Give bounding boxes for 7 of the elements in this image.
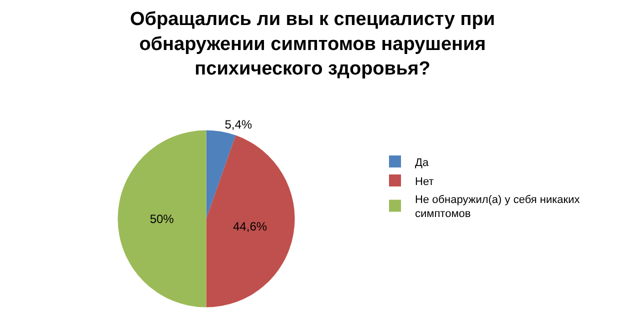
legend-label: Да — [415, 156, 430, 169]
legend-label: Не обнаружил(а) у себя никаких симптомов — [415, 194, 580, 220]
data-label: 5,4% — [224, 118, 252, 132]
data-label: 50% — [150, 212, 174, 226]
legend-label: Нет — [415, 176, 434, 188]
data-label: 44,6% — [233, 219, 268, 234]
chart-title: Обращались ли вы к специалисту при обнаружении симптомов нарушения психического здоровья? — [130, 9, 496, 80]
